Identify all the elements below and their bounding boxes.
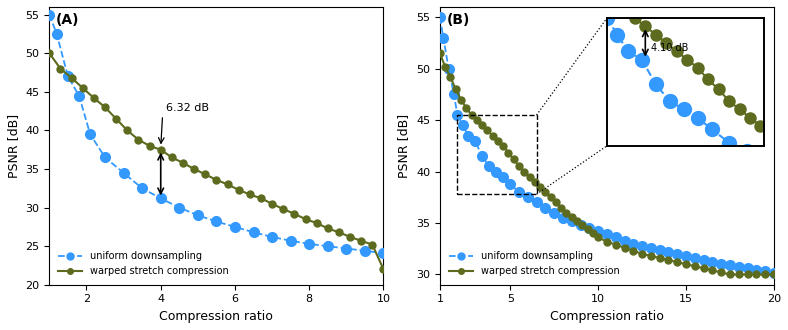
X-axis label: Compression ratio: Compression ratio: [159, 310, 273, 323]
Bar: [457, 115, 537, 194]
X-axis label: Compression ratio: Compression ratio: [550, 310, 663, 323]
Y-axis label: PSNR [dB]: PSNR [dB]: [7, 114, 20, 178]
Text: 6.32 dB: 6.32 dB: [166, 103, 210, 113]
Y-axis label: PSNR [dB]: PSNR [dB]: [397, 114, 411, 178]
Text: (B): (B): [447, 13, 470, 26]
Text: (A): (A): [56, 13, 80, 26]
Legend: uniform downsampling, warped stretch compression: uniform downsampling, warped stretch com…: [444, 247, 623, 280]
Legend: uniform downsampling, warped stretch compression: uniform downsampling, warped stretch com…: [54, 247, 232, 280]
